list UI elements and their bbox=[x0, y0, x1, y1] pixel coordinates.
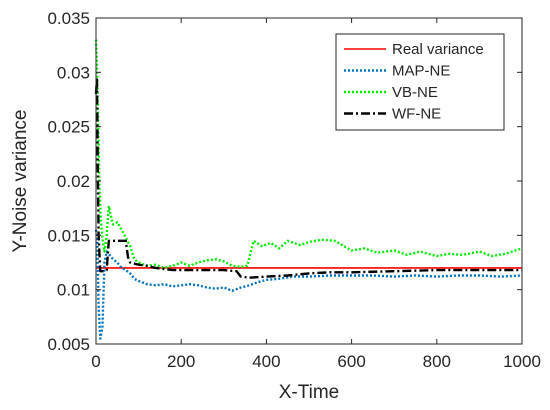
legend-label: MAP-NE bbox=[392, 63, 450, 80]
x-tick-label: 800 bbox=[423, 352, 451, 371]
legend-label: WF-NE bbox=[392, 106, 441, 123]
series-line-3 bbox=[94, 76, 522, 279]
x-tick-label: 400 bbox=[252, 352, 280, 371]
series-line-1 bbox=[94, 229, 523, 340]
y-tick-label: 0.035 bbox=[47, 9, 90, 28]
y-tick-label: 0.02 bbox=[57, 172, 90, 191]
series-line-2 bbox=[94, 39, 523, 270]
y-tick-label: 0.025 bbox=[47, 118, 90, 137]
y-axis: 0.005 0.01 0.015 0.02 0.025 0.03 0.035 bbox=[47, 9, 522, 354]
y-tick-label: 0.01 bbox=[57, 281, 90, 300]
y-axis-title: Y-Noise variance bbox=[10, 110, 31, 253]
y-tick-label: 0.005 bbox=[47, 335, 90, 354]
x-tick-label: 200 bbox=[167, 352, 195, 371]
x-tick-label: 600 bbox=[337, 352, 365, 371]
x-axis-title: X-Time bbox=[279, 382, 340, 403]
x-tick-label: 0 bbox=[91, 352, 100, 371]
legend-label: VB-NE bbox=[392, 84, 438, 101]
legend-label: Real variance bbox=[392, 41, 484, 58]
legend: Real variance MAP-NE VB-NE WF-NE bbox=[335, 33, 505, 131]
y-tick-label: 0.015 bbox=[47, 226, 90, 245]
x-tick-label: 1000 bbox=[503, 352, 541, 371]
y-tick-label: 0.03 bbox=[57, 63, 90, 82]
x-axis: 0 200 400 600 800 1000 bbox=[91, 18, 541, 371]
plot-lines bbox=[94, 39, 523, 340]
